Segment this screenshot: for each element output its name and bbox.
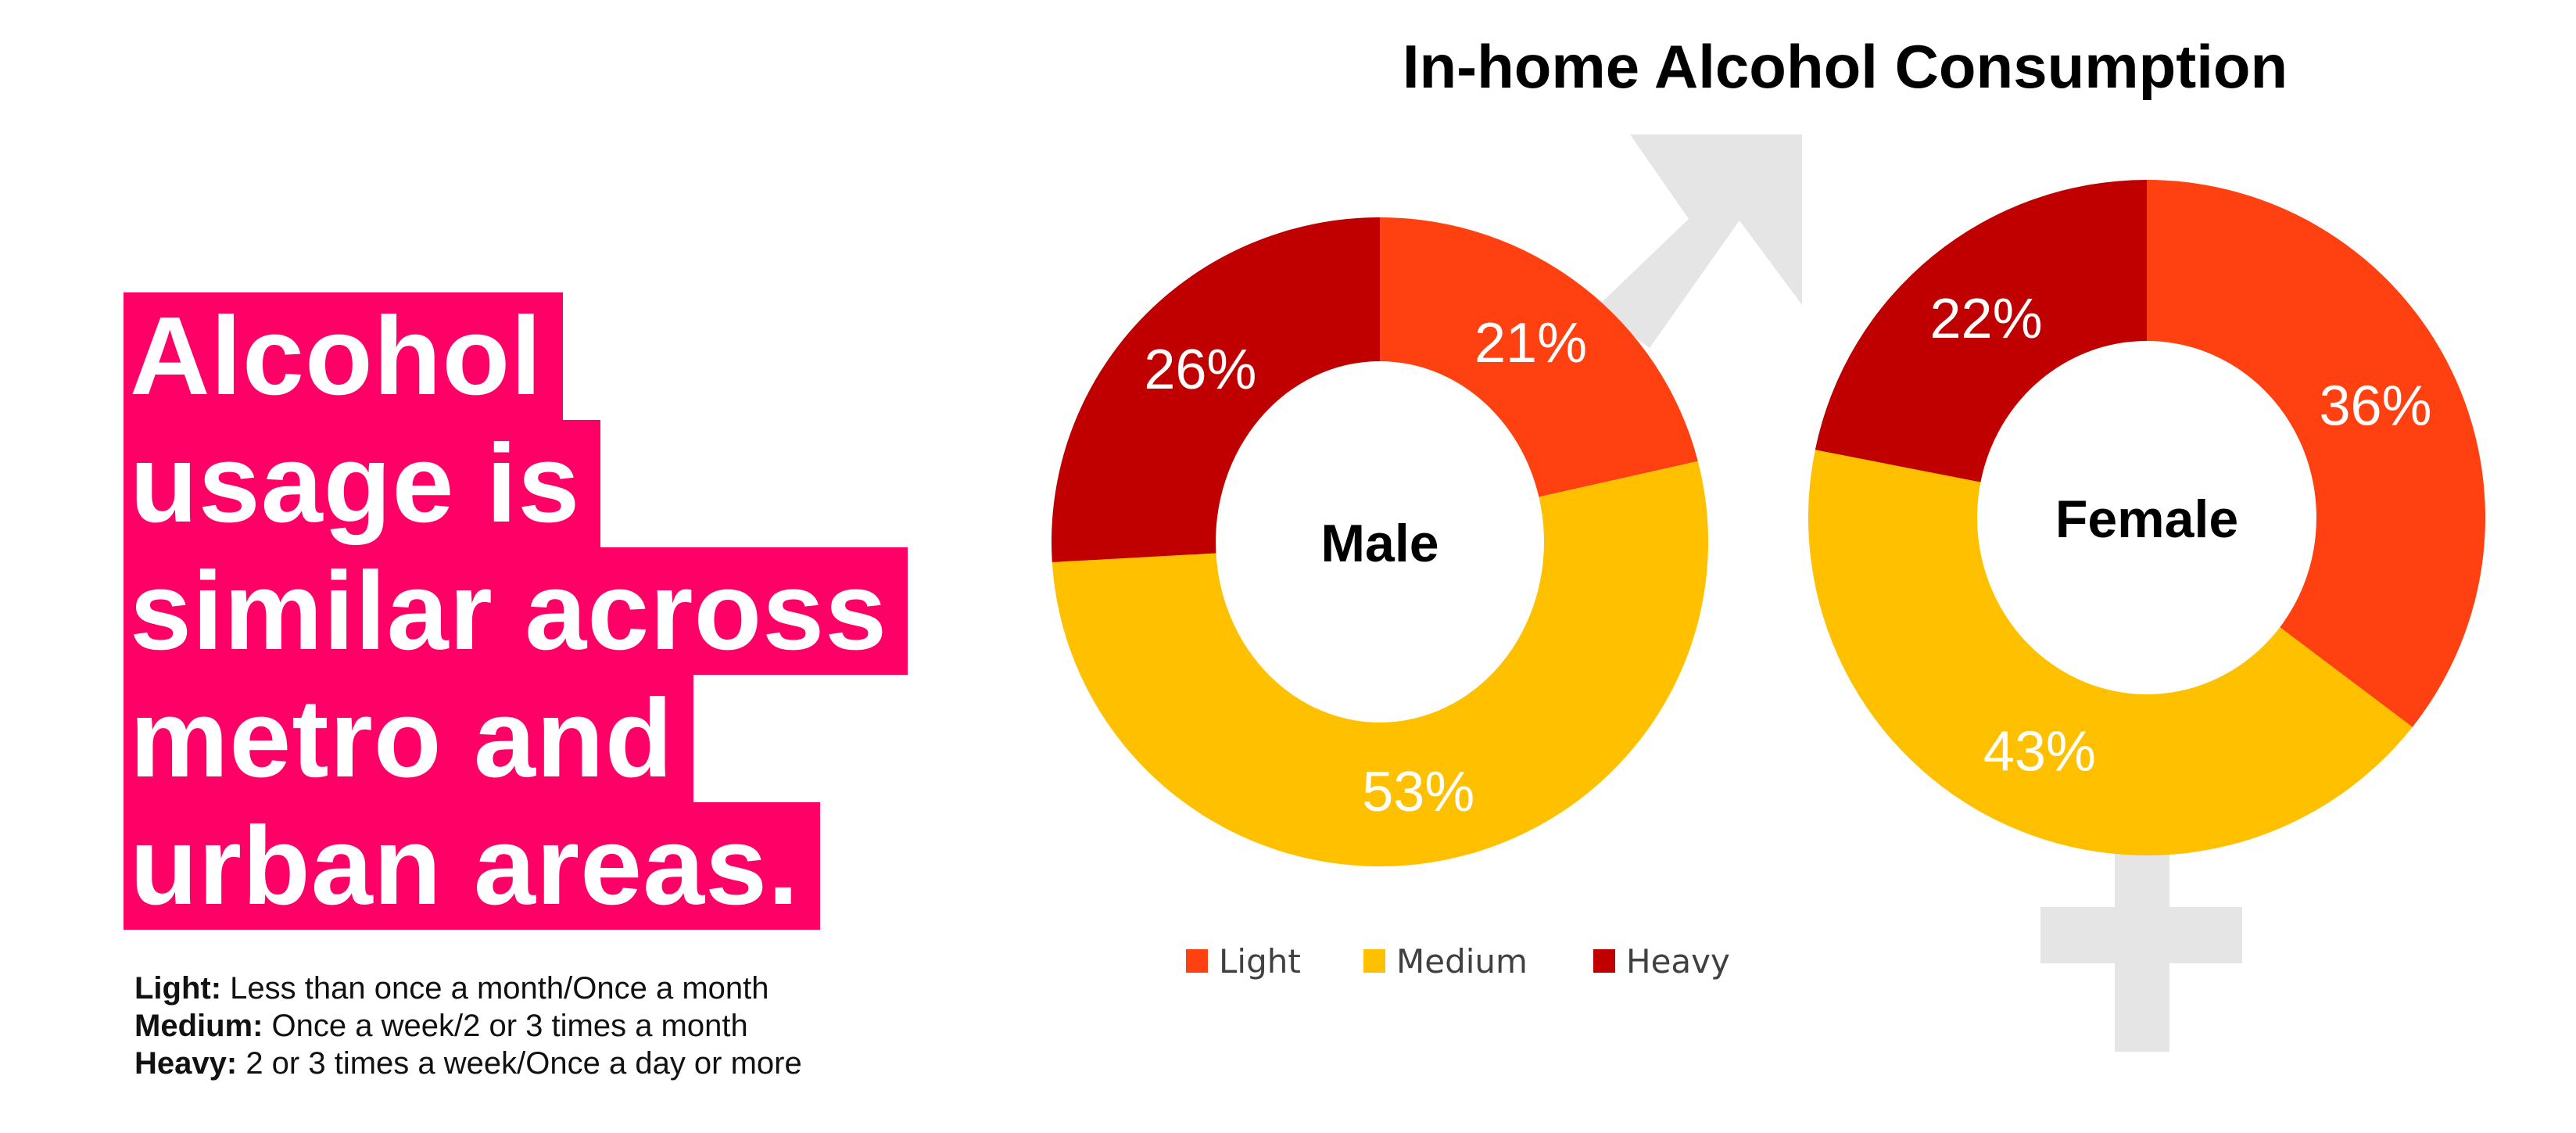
slice-male-medium [1052,461,1708,866]
slice-female-light [2147,180,2485,727]
legend: Light Medium Heavy [1186,942,1730,981]
legend-swatch [1363,949,1385,973]
term: Light: [134,971,222,1006]
definition-heavy: Heavy: 2 or 3 times a week/Once a day or… [134,1045,802,1082]
male-symbol-arrow-icon [1595,134,1802,348]
definition-text: 2 or 3 times a week/Once a day or more [237,1046,802,1081]
slice-female-heavy [1815,180,2147,482]
legend-label: Light [1219,942,1301,981]
definitions: Light: Less than once a month/Once a mon… [134,970,802,1082]
data-label: 22% [1930,288,2043,350]
definition-light: Light: Less than once a month/Once a mon… [134,970,802,1007]
data-label: 43% [1983,720,2096,783]
legend-swatch [1186,949,1208,973]
headline: Alcohol usage is similar across metro an… [124,292,908,930]
slice-female-medium [1808,450,2413,855]
slice-male-heavy [1051,217,1380,563]
definition-text: Once a week/2 or 3 times a month [263,1009,748,1043]
series-name-label: Female [2055,489,2238,549]
female-symbol-bar-icon [2040,907,2242,963]
definition-medium: Medium: Once a week/2 or 3 times a month [134,1007,802,1045]
series-name-label: Male [1320,514,1438,573]
headline-line: metro and [124,675,694,802]
data-label: 26% [1144,339,1256,401]
data-label: 36% [2319,375,2431,438]
gender-symbols [1595,134,2242,1052]
legend-label: Heavy [1626,942,1730,981]
definition-text: Less than once a month/Once a month [221,971,769,1006]
term: Heavy: [134,1046,238,1081]
data-label: 53% [1362,761,1474,823]
chart-title: In-home Alcohol Consumption [1402,32,2288,101]
headline-line: similar across [124,547,908,675]
legend-swatch [1593,949,1615,973]
headline-line: urban areas. [124,802,820,930]
legend-label: Medium [1396,942,1528,981]
slice-male-light [1380,217,1698,497]
headline-line: Alcohol [124,292,563,420]
data-label: 21% [1474,312,1587,375]
term: Medium: [134,1009,263,1043]
headline-line: usage is [124,420,601,547]
